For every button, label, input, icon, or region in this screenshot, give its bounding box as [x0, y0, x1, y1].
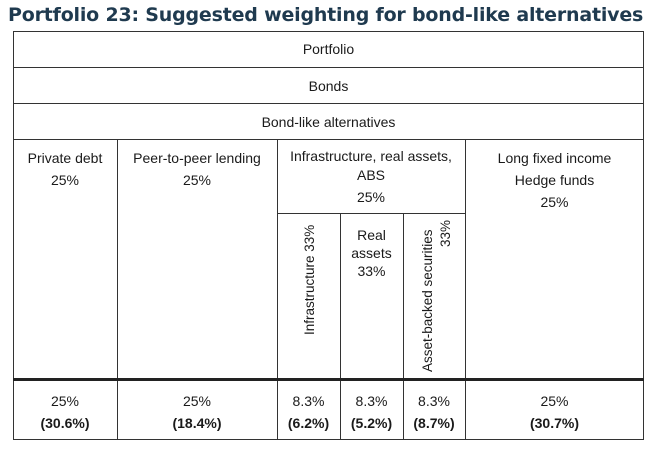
divider: [465, 139, 466, 440]
column-name-line1: Infrastructure, real assets,: [290, 148, 452, 164]
column-weight: 25%: [182, 172, 212, 188]
actual-weight: (6.2%): [287, 415, 330, 431]
bonds-row-label: Bonds: [308, 78, 349, 94]
divider: [117, 139, 118, 440]
diagram-frame: [13, 31, 644, 440]
subcolumn-line2: assets: [351, 245, 392, 261]
column-name-line2: Hedge funds: [514, 172, 595, 188]
column-name: Peer-to-peer lending: [133, 150, 261, 166]
divider: [277, 139, 278, 440]
divider: [13, 139, 644, 140]
column-weight: 25%: [356, 189, 386, 205]
subcolumn-line3: 33%: [357, 263, 386, 279]
actual-weight: (30.7%): [529, 415, 580, 431]
divider: [340, 213, 341, 440]
real-assets-subcolumn-label: Real assets 33%: [340, 226, 403, 280]
actual-weight: (8.7%): [413, 415, 455, 431]
subcolumn-line1: Real: [357, 227, 386, 243]
infrastructure-subcolumn-label: Infrastructure 33%: [302, 224, 317, 335]
real-assets-values: 8.3% (5.2%): [340, 390, 403, 434]
infrastructure-values: 8.3% (6.2%): [277, 390, 340, 434]
peer-to-peer-header: Peer-to-peer lending 25%: [117, 147, 277, 191]
suggested-weight: 8.3%: [418, 393, 450, 409]
divider: [13, 378, 644, 381]
alternatives-row-label: Bond-like alternatives: [261, 114, 396, 130]
asset-backed-values: 8.3% (8.7%): [403, 390, 465, 434]
peer-to-peer-values: 25% (18.4%): [117, 390, 277, 434]
infrastructure-header: Infrastructure, real assets, ABS 25%: [277, 147, 465, 207]
column-weight: 25%: [540, 194, 569, 210]
suggested-weight: 8.3%: [355, 393, 388, 409]
actual-weight: (18.4%): [172, 415, 222, 431]
suggested-weight: 25%: [540, 393, 569, 409]
divider: [13, 103, 644, 104]
page-title: Portfolio 23: Suggested weighting for bo…: [8, 4, 644, 26]
column-name: Private debt: [27, 150, 103, 166]
column-weight: 25%: [50, 172, 80, 188]
actual-weight: (5.2%): [350, 415, 393, 431]
private-debt-header: Private debt 25%: [13, 147, 117, 191]
column-name-line2: ABS: [356, 167, 385, 183]
column-name-line1: Long fixed income: [497, 150, 612, 166]
divider: [403, 213, 404, 440]
suggested-weight: 25%: [50, 393, 80, 409]
long-fixed-income-header: Long fixed income Hedge funds 25%: [465, 147, 644, 213]
long-fixed-income-values: 25% (30.7%): [465, 390, 644, 434]
actual-weight: (30.6%): [40, 415, 90, 431]
private-debt-values: 25% (30.6%): [13, 390, 117, 434]
portfolio-row-label: Portfolio: [302, 41, 355, 57]
divider: [277, 213, 465, 214]
divider: [13, 67, 644, 68]
asset-backed-subcolumn-label: Asset-backed securities: [420, 229, 435, 372]
suggested-weight: 8.3%: [292, 393, 325, 409]
suggested-weight: 25%: [182, 393, 212, 409]
asset-backed-subcolumn-weight: 33%: [438, 219, 453, 247]
